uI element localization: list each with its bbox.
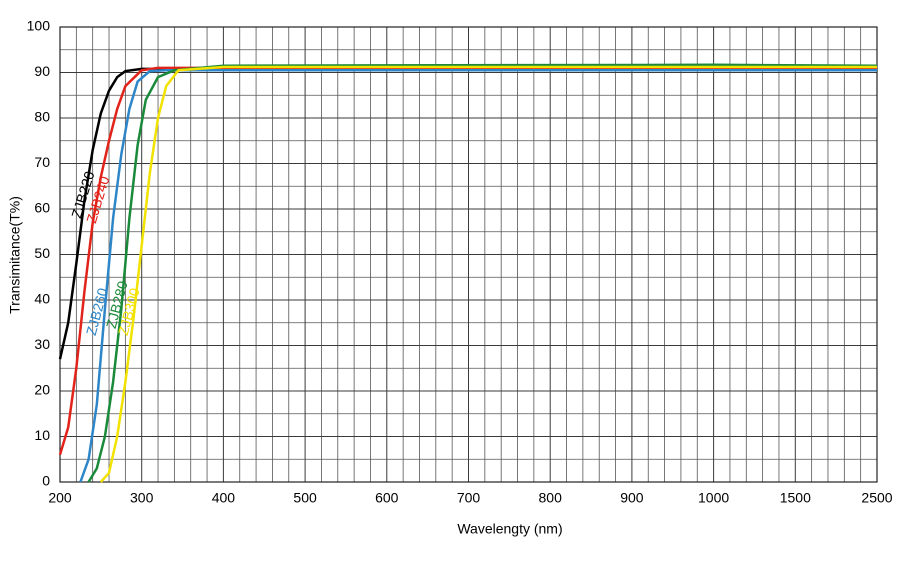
series-line xyxy=(58,66,877,456)
y-tick-label: 50 xyxy=(34,245,50,261)
y-tick-label: 30 xyxy=(34,336,50,352)
y-tick-label: 10 xyxy=(34,427,50,443)
x-tick-label: 800 xyxy=(539,490,563,506)
x-tick-label: 300 xyxy=(130,490,154,506)
y-tick-label: 40 xyxy=(34,291,50,307)
x-tick-label: 500 xyxy=(293,490,317,506)
x-tick-label: 900 xyxy=(620,490,644,506)
y-tick-label: 60 xyxy=(34,200,50,216)
y-tick-label: 20 xyxy=(34,382,50,398)
y-tick-label: 80 xyxy=(34,109,50,125)
x-tick-label: 1000 xyxy=(698,490,729,506)
series-line xyxy=(99,65,877,483)
x-tick-label: 200 xyxy=(48,490,72,506)
x-tick-label: 1500 xyxy=(780,490,811,506)
y-tick-label: 70 xyxy=(34,154,50,170)
x-tick-label: 600 xyxy=(375,490,399,506)
plot-border xyxy=(59,26,878,483)
series-line xyxy=(87,63,878,483)
y-axis-title: Transimitance(T%) xyxy=(7,196,23,314)
x-tick-label: 700 xyxy=(457,490,481,506)
y-tick-label: 90 xyxy=(34,63,50,79)
y-tick-label: 100 xyxy=(27,18,51,34)
y-tick-label: 0 xyxy=(42,473,50,489)
x-axis-title: Wavelengty (nm) xyxy=(457,521,562,537)
x-tick-label: 2500 xyxy=(861,490,892,506)
x-tick-label: 400 xyxy=(212,490,236,506)
